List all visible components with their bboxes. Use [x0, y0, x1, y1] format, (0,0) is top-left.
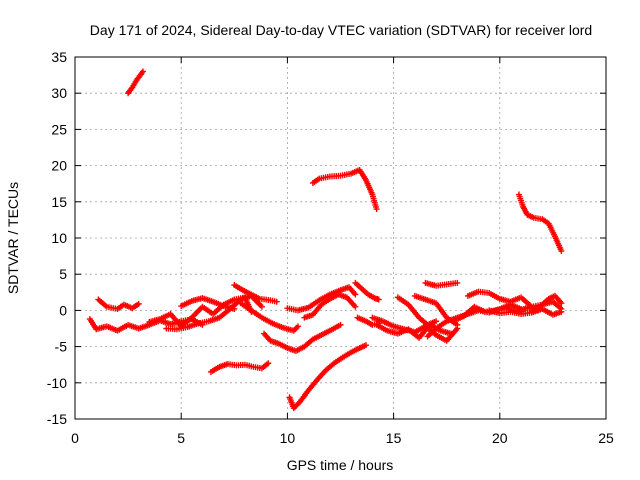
y-axis-label: SDTVAR / TECUs — [5, 182, 21, 294]
x-tick-label: 25 — [598, 430, 614, 446]
series-arc13 — [286, 342, 369, 412]
data-point — [139, 68, 146, 75]
series-arc3 — [515, 191, 565, 255]
data-point — [558, 300, 565, 307]
data-point — [558, 248, 565, 255]
series-arc7 — [163, 292, 265, 333]
grid-lines — [74, 56, 607, 420]
x-axis: 0 5 10 15 20 25 — [71, 57, 614, 446]
data-point — [265, 360, 272, 367]
data-points — [86, 68, 565, 412]
x-tick-label: 5 — [177, 430, 185, 446]
data-point — [447, 330, 454, 337]
y-tick-label: -15 — [47, 411, 67, 427]
y-tick-label: 30 — [51, 85, 67, 101]
x-tick-label: 15 — [386, 430, 402, 446]
series-arc8 — [178, 295, 238, 312]
data-point — [352, 291, 359, 298]
series-arc17 — [352, 279, 382, 303]
data-point — [273, 298, 280, 305]
data-point — [231, 305, 238, 312]
data-point — [558, 308, 565, 315]
y-tick-label: -5 — [55, 339, 68, 355]
series-arc27 — [528, 292, 565, 315]
series-arc12 — [261, 321, 344, 354]
data-point — [454, 321, 461, 328]
data-point — [337, 321, 344, 328]
y-tick-label: 35 — [51, 49, 67, 65]
series-arc5 — [95, 296, 142, 312]
series-arc11 — [207, 360, 272, 375]
series-arc20 — [394, 294, 440, 328]
series-arc15 — [301, 291, 359, 321]
y-tick-label: 20 — [51, 158, 67, 174]
chart-title: Day 171 of 2024, Sidereal Day-to-day VTE… — [90, 22, 592, 38]
data-point — [373, 206, 380, 213]
y-tick-label: 15 — [51, 194, 67, 210]
series-arc22 — [422, 279, 461, 289]
series-arc9 — [231, 282, 280, 305]
x-tick-label: 10 — [280, 430, 296, 446]
y-tick-label: 25 — [51, 121, 67, 137]
data-point — [258, 303, 265, 310]
y-tick-label: 0 — [59, 302, 67, 318]
y-tick-label: 10 — [51, 230, 67, 246]
x-tick-label: 0 — [71, 430, 79, 446]
y-tick-label: 5 — [59, 266, 67, 282]
x-tick-label: 20 — [492, 430, 508, 446]
data-point — [454, 279, 461, 286]
y-axis: -15 -10 -5 0 5 10 15 20 25 30 35 — [47, 49, 606, 427]
data-point — [352, 303, 359, 310]
data-point — [295, 323, 302, 330]
data-point — [362, 342, 369, 349]
series-arc10 — [237, 300, 302, 334]
y-tick-label: -10 — [47, 375, 67, 391]
data-point — [433, 318, 440, 325]
data-point — [135, 300, 142, 307]
series-arc21 — [411, 292, 461, 328]
series-arc1 — [125, 68, 146, 97]
data-point — [375, 296, 382, 303]
series-arc2 — [309, 166, 380, 213]
series-arc14 — [284, 284, 359, 314]
x-axis-label: GPS time / hours — [287, 457, 394, 473]
